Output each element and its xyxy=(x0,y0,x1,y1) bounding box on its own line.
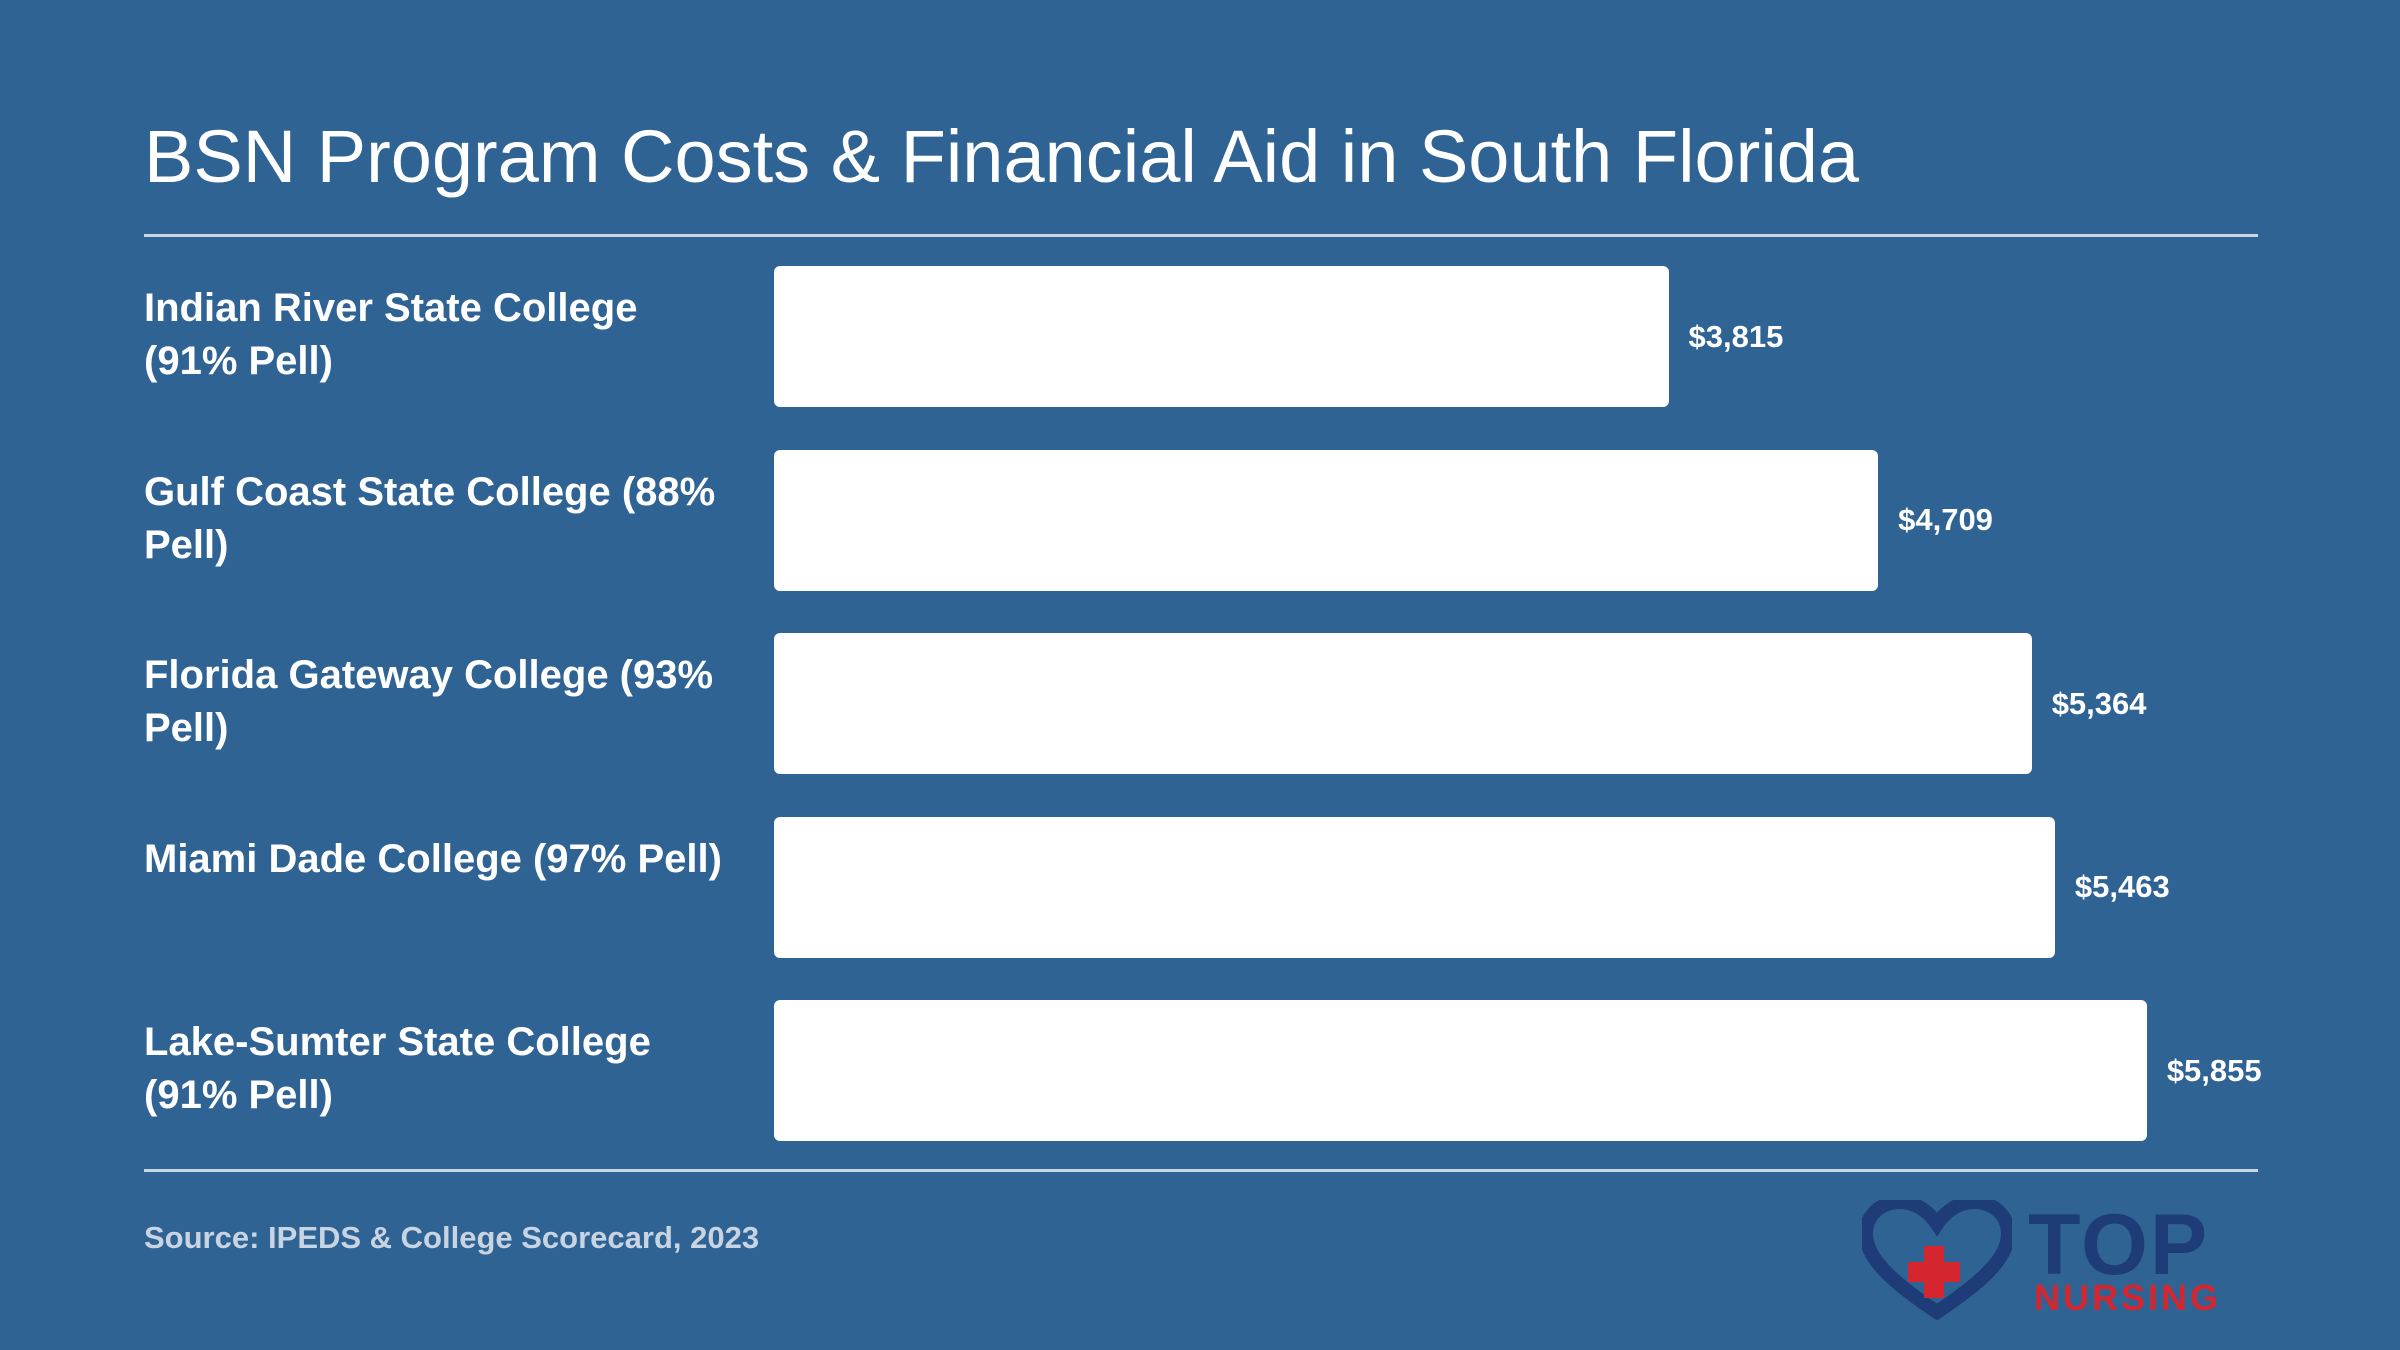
bar-label: Florida Gateway College (93% Pell) xyxy=(144,653,714,750)
logo-nursing-text: NURSING xyxy=(2034,1277,2222,1318)
bottom-divider xyxy=(144,1169,2258,1172)
bar-label: Lake-Sumter State College (91% Pell) xyxy=(144,1020,651,1117)
top-nursing-logo: TOP NURSING xyxy=(1862,1200,2262,1320)
bar xyxy=(774,816,2055,958)
heart-cross-icon xyxy=(1862,1200,2012,1320)
bar xyxy=(774,633,2032,774)
bar xyxy=(774,449,1879,591)
bar-label: Indian River State College (91% Pell) xyxy=(144,286,638,383)
bar-label: Miami Dade College (97% Pell) xyxy=(144,836,722,881)
bar xyxy=(774,266,1669,407)
logo-top-text: TOP xyxy=(2028,1197,2210,1293)
source-note: Source: IPEDS & College Scorecard, 2023 xyxy=(144,1220,760,1255)
bar-value-label: $5,463 xyxy=(2074,869,2170,904)
chart-title: BSN Program Costs & Financial Aid in Sou… xyxy=(144,115,1860,198)
bar xyxy=(774,1000,2147,1141)
bar-label: Gulf Coast State College (88% Pell) xyxy=(144,469,716,567)
bar-value-label: $5,364 xyxy=(2051,685,2147,721)
bar-value-label: $5,855 xyxy=(2166,1052,2262,1088)
bar-value-label: $4,709 xyxy=(1898,502,1993,537)
bar-value-label: $3,815 xyxy=(1688,318,1784,354)
top-divider xyxy=(144,234,2258,237)
